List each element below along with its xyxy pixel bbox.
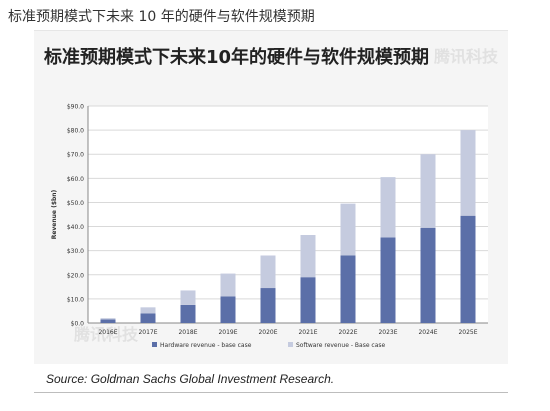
bar-hardware <box>260 288 276 323</box>
bar-software <box>460 130 476 216</box>
bar-software <box>220 273 236 297</box>
x-tick-label: 2022E <box>338 329 357 336</box>
x-tick-label: 2025E <box>458 329 477 336</box>
x-tick-label: 2019E <box>218 329 237 336</box>
legend-label: Software revenue - Base case <box>296 342 386 349</box>
bar-hardware <box>100 319 116 323</box>
legend-swatch <box>288 342 293 347</box>
x-tick-label: 2018E <box>178 329 197 336</box>
y-tick-label: $50.0 <box>67 200 84 207</box>
bar-software <box>260 255 276 289</box>
bar-software <box>100 318 116 320</box>
y-axis-label: Revenue ($bn) <box>51 189 58 239</box>
legend-label: Hardware revenue - base case <box>160 342 252 349</box>
bar-hardware <box>380 237 396 323</box>
divider <box>34 392 508 393</box>
x-tick-label: 2020E <box>258 329 277 336</box>
watermark: 腾讯科技 <box>434 47 499 66</box>
chart-card: 标准预期模式下未来10年的硬件与软件规模预期 腾讯科技 腾讯科技 腾讯科技 $0… <box>34 30 508 364</box>
y-tick-label: $90.0 <box>67 104 84 111</box>
bar-hardware <box>420 227 436 323</box>
chart-title: 标准预期模式下未来10年的硬件与软件规模预期 <box>44 47 430 68</box>
bar-hardware <box>460 215 476 323</box>
y-tick-label: $30.0 <box>67 248 84 255</box>
y-tick-label: $10.0 <box>67 296 84 303</box>
y-tick-label: $70.0 <box>67 152 84 159</box>
y-tick-label: $0.0 <box>71 321 85 328</box>
x-tick-label: 2024E <box>418 329 437 336</box>
bar-software <box>380 177 396 238</box>
bar-software <box>180 290 196 305</box>
bar-hardware <box>220 296 236 323</box>
y-tick-label: $40.0 <box>67 224 84 231</box>
bar-software <box>340 203 356 256</box>
source-note: Source: Goldman Sachs Global Investment … <box>46 372 335 386</box>
bar-hardware <box>140 313 156 323</box>
watermark: 腾讯科技 <box>74 325 139 344</box>
x-tick-label: 2017E <box>138 329 157 336</box>
bar-software <box>300 234 316 278</box>
y-tick-label: $20.0 <box>67 272 84 279</box>
x-tick-label: 2016E <box>98 329 117 336</box>
bar-hardware <box>300 277 316 323</box>
bar-chart: $0.0 $10.0 $20.0 $30.0 $40.0 $50.0 $60.0 $70.0 $… <box>51 104 488 349</box>
x-tick-label: 2023E <box>378 329 397 336</box>
bar-hardware <box>340 255 356 323</box>
y-tick-label: $80.0 <box>67 128 84 135</box>
x-tick-label: 2021E <box>298 329 317 336</box>
bar-software <box>420 154 436 228</box>
y-tick-label: $60.0 <box>67 176 84 183</box>
page-title: 标准预期模式下未来 10 年的硬件与软件规模预期 <box>8 9 315 25</box>
bar-hardware <box>180 304 196 323</box>
legend-swatch <box>152 342 157 347</box>
bar-software <box>140 307 156 314</box>
